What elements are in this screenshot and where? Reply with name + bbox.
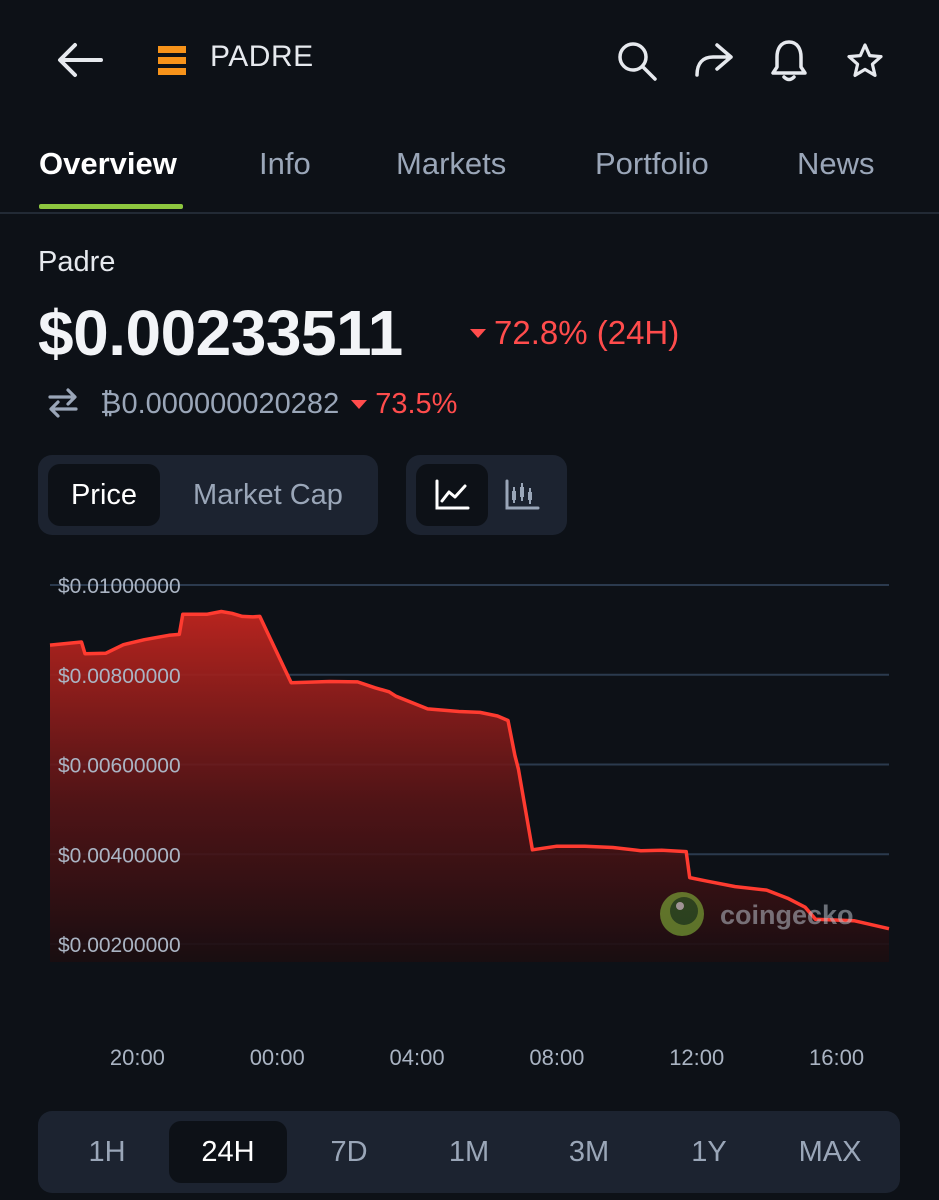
btc-change-value: 73.5% xyxy=(375,387,458,420)
range-1y[interactable]: 1Y xyxy=(691,1135,727,1168)
range-24h[interactable]: 24H xyxy=(169,1121,287,1183)
tab-overview[interactable]: Overview xyxy=(39,146,177,181)
tab-markets[interactable]: Markets xyxy=(396,146,507,181)
tab-info[interactable]: Info xyxy=(259,146,311,181)
coingecko-watermark: coingecko xyxy=(660,892,854,936)
x-axis-tick-label: 04:00 xyxy=(390,1045,445,1070)
down-triangle-icon xyxy=(351,399,368,409)
price-chart-svg: $0.01000000 $0.00800000 $0.00600000 $0.0040… xyxy=(49,575,890,1070)
down-triangle-icon xyxy=(470,328,486,338)
padre-logo-icon xyxy=(154,42,190,78)
current-price: $0.00233511 xyxy=(38,297,403,369)
coin-symbol: PADRE xyxy=(210,40,314,73)
x-axis-tick-label: 00:00 xyxy=(250,1045,305,1070)
price-chart[interactable]: $0.01000000 $0.00800000 $0.00600000 $0.0040… xyxy=(0,560,939,1080)
y-axis-tick-label: $0.00200000 xyxy=(58,934,181,957)
tab-bar: Overview Info Markets Portfolio News xyxy=(0,130,939,214)
watermark-text: coingecko xyxy=(720,900,854,930)
price-toggle[interactable]: Price xyxy=(48,464,160,526)
range-max[interactable]: MAX xyxy=(798,1135,862,1168)
bell-icon[interactable] xyxy=(764,34,814,86)
range-1m[interactable]: 1M xyxy=(448,1135,490,1168)
y-axis-tick-label: $0.00400000 xyxy=(58,844,181,867)
price-area-fill xyxy=(50,611,889,962)
tab-news[interactable]: News xyxy=(797,146,875,181)
y-axis-tick-label: $0.00600000 xyxy=(58,755,181,778)
search-icon[interactable] xyxy=(612,36,662,86)
price-line xyxy=(49,609,890,931)
price-change-24h-value: 72.8% (24H) xyxy=(494,314,680,351)
range-1h[interactable]: 1H xyxy=(88,1135,126,1168)
y-axis-tick-label: $0.00800000 xyxy=(58,665,181,688)
top-bar: PADRE xyxy=(0,0,939,120)
market-cap-toggle[interactable]: Market Cap xyxy=(193,478,343,511)
active-tab-indicator xyxy=(39,204,183,209)
chart-style-toggle xyxy=(406,455,567,535)
x-axis-tick-label: 12:00 xyxy=(669,1045,724,1070)
x-axis-tick-label: 08:00 xyxy=(529,1045,584,1070)
back-arrow-icon[interactable] xyxy=(52,36,108,84)
y-axis-tick-label: $0.01000000 xyxy=(58,575,181,598)
metric-toggle: Price Market Cap xyxy=(38,455,378,535)
range-3m[interactable]: 3M xyxy=(568,1135,610,1168)
line-chart-icon[interactable] xyxy=(416,464,488,526)
x-axis-tick-label: 20:00 xyxy=(110,1045,165,1070)
coin-name: Padre xyxy=(38,246,116,278)
star-icon[interactable] xyxy=(840,36,890,86)
btc-change: 73.5% xyxy=(351,388,457,421)
range-7d[interactable]: 7D xyxy=(330,1135,368,1168)
x-axis-tick-label: 16:00 xyxy=(809,1045,864,1070)
price-change-24h: 72.8% (24H) xyxy=(470,314,679,352)
btc-price-row: ₿0.000000020282 73.5% xyxy=(46,386,457,422)
share-icon[interactable] xyxy=(688,36,738,86)
swap-icon[interactable] xyxy=(46,386,82,422)
tab-portfolio[interactable]: Portfolio xyxy=(595,146,709,181)
time-range-selector: 1H 24H 7D 1M 3M 1Y MAX xyxy=(38,1111,900,1193)
candlestick-chart-icon[interactable] xyxy=(486,464,558,526)
btc-price: ₿0.000000020282 xyxy=(100,387,340,420)
